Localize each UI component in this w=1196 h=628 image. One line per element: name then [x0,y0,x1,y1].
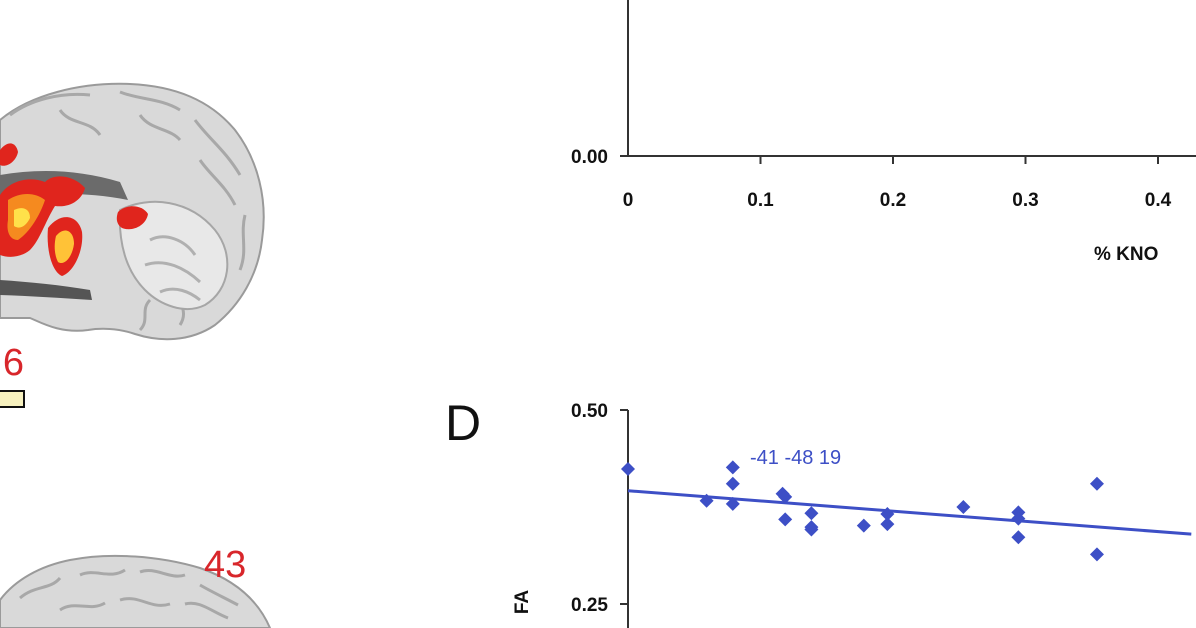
data-point [699,493,714,508]
y-tick-label-bottom: 0.25 [571,595,608,616]
data-point [856,518,871,533]
data-point [956,500,971,514]
slice-lower-label: 43 [204,544,247,586]
data-point [621,461,635,476]
y-axis-title: FA [512,590,533,615]
x-axis-title: % KNO [1094,244,1158,265]
data-point [725,460,740,475]
data-point [1089,476,1104,491]
panel-label-d: D [445,395,482,451]
data-point [804,506,819,521]
data-point [778,489,793,504]
top-chart: 0.00 0 0.1 0.2 0.3 0.4 % KNO [571,0,1196,265]
trend-line [627,489,1192,536]
x-tick-label: 0.1 [747,190,774,211]
coordinate-annotation: -41 -48 19 [750,447,841,469]
data-point [880,517,895,532]
scatter-points [621,460,1104,562]
brain-figure [0,82,272,628]
x-tick-label: 0.4 [1145,190,1172,211]
data-point [725,496,740,511]
lower-brain-slice [0,554,272,628]
colorbar-fragment [0,390,25,408]
upper-brain-slice [0,82,265,341]
data-point [804,522,819,537]
x-tick-label: 0.2 [880,190,906,211]
x-tick-label: 0.3 [1012,190,1038,211]
data-point [1011,530,1026,545]
data-point [725,476,740,491]
x-tick-label: 0 [623,190,634,211]
y-tick-label: 0.00 [571,147,608,168]
scatter-chart-d: 0.50 0.25 FA -41 -48 19 [512,401,1192,628]
data-point [880,506,895,521]
data-point [778,512,793,527]
data-point [1089,547,1104,562]
y-tick-label-top: 0.50 [571,401,608,422]
x-ticks: 0 0.1 0.2 0.3 0.4 [623,156,1172,211]
slice-upper-label: 6 [2,342,24,384]
data-point [1011,511,1026,526]
